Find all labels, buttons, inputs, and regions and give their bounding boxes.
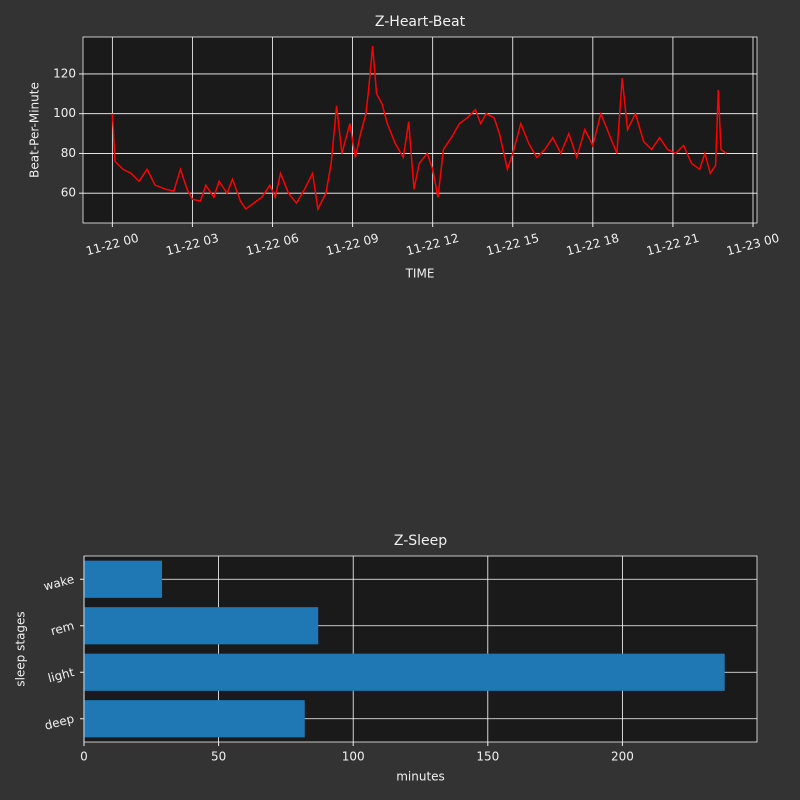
x-tick-label: 11-23 00 [725,231,781,258]
x-tick-label: 11-22 00 [84,231,140,258]
x-tick-label: 11-22 12 [405,231,461,258]
x-tick-label: 100 [342,750,365,764]
plot-border [82,36,758,224]
y-axis-label: sleep stages [14,611,28,686]
plot-border [83,555,758,743]
bar [84,560,163,598]
y-axis-label: Beat-Per-Minute [28,82,42,178]
y-tick-label: 80 [61,146,76,160]
x-tick-label: 11-22 09 [325,231,381,258]
x-axis-label: minutes [396,770,445,784]
y-tick-label: deep [43,712,76,733]
x-tick-label: 11-22 21 [645,231,701,258]
x-tick-label: 150 [476,750,499,764]
x-tick-label: 0 [80,750,88,764]
chart: Z-Sleep 0 50 100 150 200 deep light rem wake minut… [14,533,758,784]
chart-title: Z-Sleep [394,533,447,549]
y-tick-label: 120 [53,66,76,80]
y-tick-label: 60 [61,186,76,200]
x-tick-label: 11-22 18 [565,231,621,258]
x-tick-label: 200 [611,750,634,764]
chart: Z-Heart-Beat 11-22 00 11-22 03 11-22 06 11-2… [28,14,781,281]
x-tick-label: 50 [211,750,226,764]
bar [84,607,319,645]
y-tick-label: 100 [53,106,76,120]
bar [84,653,725,691]
bar [84,700,305,738]
x-axis-label: TIME [405,267,435,281]
chart-title: Z-Heart-Beat [375,14,466,30]
y-tick-label: wake [42,572,76,594]
y-tick-label: light [46,665,76,685]
x-tick-label: 11-22 03 [164,231,220,258]
data-line [111,46,727,212]
x-tick-label: 11-22 06 [245,231,301,258]
plot-area [83,37,757,223]
x-tick-label: 11-22 15 [485,231,541,258]
y-tick-label: rem [49,619,76,639]
